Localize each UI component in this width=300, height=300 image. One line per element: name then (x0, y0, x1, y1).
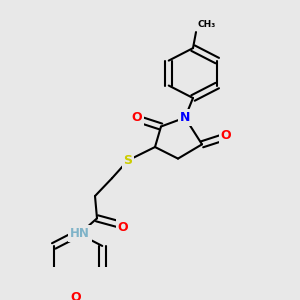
Text: O: O (221, 129, 231, 142)
Text: HN: HN (70, 227, 90, 240)
Text: CH₃: CH₃ (198, 20, 216, 28)
Text: N: N (180, 111, 190, 124)
Text: S: S (124, 154, 133, 167)
Text: O: O (132, 111, 142, 124)
Text: O: O (118, 221, 128, 234)
Text: O: O (71, 291, 81, 300)
